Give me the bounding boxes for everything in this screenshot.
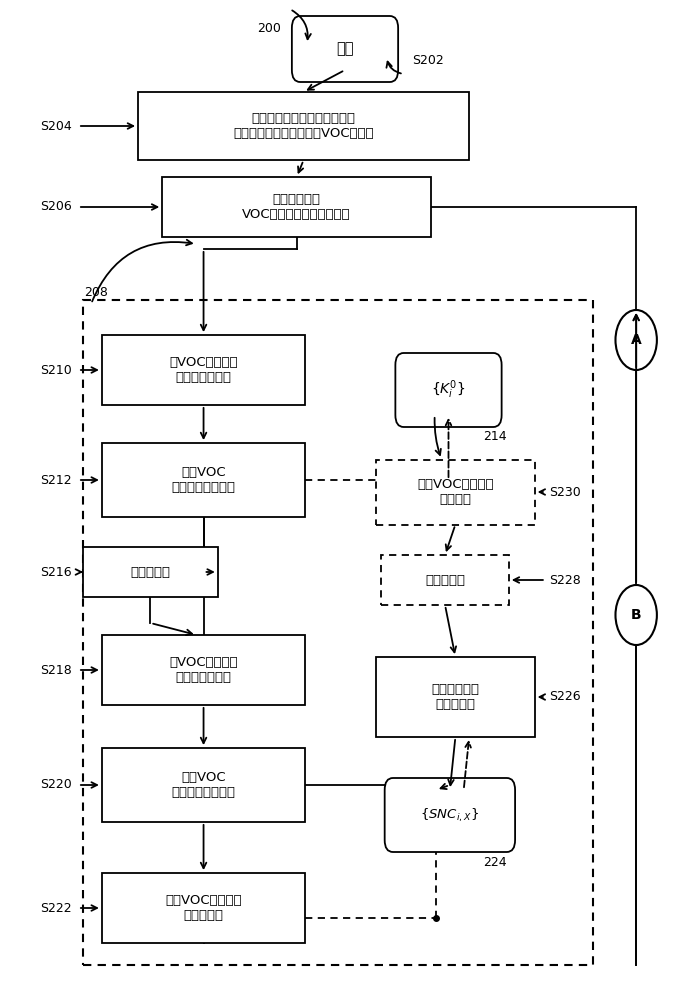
Text: $\{SNC_{i,X}\}$: $\{SNC_{i,X}\}$ — [420, 806, 480, 824]
FancyBboxPatch shape — [395, 353, 502, 427]
FancyBboxPatch shape — [102, 748, 305, 822]
FancyBboxPatch shape — [162, 177, 431, 237]
Text: 确定VOC传感器的
比净电导值: 确定VOC传感器的 比净电导值 — [165, 894, 242, 922]
FancyBboxPatch shape — [83, 547, 218, 597]
Text: 208: 208 — [84, 286, 108, 298]
FancyBboxPatch shape — [376, 460, 535, 524]
FancyBboxPatch shape — [385, 778, 515, 852]
Text: S202: S202 — [412, 53, 444, 66]
Text: S210: S210 — [40, 363, 72, 376]
Text: A: A — [631, 333, 642, 347]
FancyBboxPatch shape — [292, 16, 398, 82]
Text: S212: S212 — [40, 474, 72, 487]
FancyBboxPatch shape — [376, 657, 535, 737]
Text: 将一个或多个
VOC传感器加热到工作温度: 将一个或多个 VOC传感器加热到工作温度 — [242, 193, 351, 221]
Text: $\{K_i^0\}$: $\{K_i^0\}$ — [431, 379, 466, 401]
Text: 除去流体流: 除去流体流 — [425, 574, 465, 586]
Text: S216: S216 — [40, 566, 72, 578]
Text: 重复进行其他
对照流体流: 重复进行其他 对照流体流 — [431, 683, 480, 711]
Text: 除去流体流: 除去流体流 — [130, 566, 170, 578]
Text: S206: S206 — [40, 200, 72, 214]
FancyBboxPatch shape — [102, 635, 305, 705]
Text: S230: S230 — [549, 486, 581, 498]
Text: 使VOC传感器与
对照流体流接触: 使VOC传感器与 对照流体流接触 — [169, 656, 238, 684]
Text: 测量VOC
传感器的基线电导: 测量VOC 传感器的基线电导 — [172, 466, 235, 494]
Text: 提供包括传感器阵列的装置，
所述传感器阵列具有多个VOC传感器: 提供包括传感器阵列的装置， 所述传感器阵列具有多个VOC传感器 — [233, 112, 374, 140]
Text: S222: S222 — [40, 902, 72, 914]
FancyBboxPatch shape — [381, 555, 509, 605]
Text: S226: S226 — [549, 690, 581, 704]
Text: S228: S228 — [549, 574, 581, 586]
FancyBboxPatch shape — [138, 92, 469, 160]
Circle shape — [615, 310, 657, 370]
Text: B: B — [631, 608, 642, 622]
Circle shape — [615, 585, 657, 645]
Text: 调整VOC传感器的
基线电导: 调整VOC传感器的 基线电导 — [417, 478, 494, 506]
Text: 200: 200 — [257, 21, 281, 34]
Text: S218: S218 — [40, 664, 72, 676]
Text: 224: 224 — [483, 856, 506, 868]
Text: 使VOC传感器与
样品流体流接触: 使VOC传感器与 样品流体流接触 — [169, 356, 238, 384]
Text: 214: 214 — [483, 430, 506, 444]
Text: S204: S204 — [40, 119, 72, 132]
Text: 测量VOC
传感器的对照电导: 测量VOC 传感器的对照电导 — [172, 771, 235, 799]
FancyBboxPatch shape — [102, 443, 305, 517]
Text: 开始: 开始 — [336, 41, 354, 56]
Text: S220: S220 — [40, 778, 72, 792]
FancyBboxPatch shape — [102, 873, 305, 943]
FancyBboxPatch shape — [102, 335, 305, 405]
